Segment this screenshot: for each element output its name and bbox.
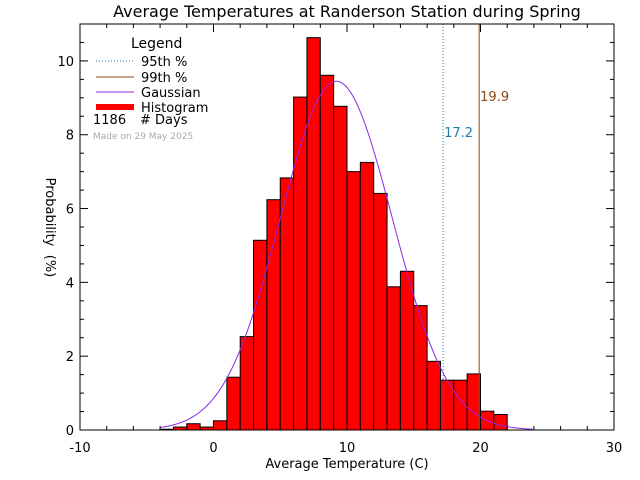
- legend-days-label: # Days: [140, 113, 188, 128]
- histogram-bar: [386, 286, 401, 431]
- histogram-bar: [226, 376, 241, 431]
- legend-days-count: 1186: [93, 113, 126, 128]
- x-axis-label: Average Temperature (C): [265, 457, 428, 472]
- y-tick-label: 6: [66, 203, 74, 218]
- histogram-bar: [333, 105, 348, 431]
- x-tick-label: 10: [339, 441, 356, 456]
- made-on-note: Made on 29 May 2025: [93, 132, 193, 142]
- histogram-bar: [373, 192, 388, 431]
- legend-title: Legend: [131, 36, 182, 52]
- histogram-bar: [213, 420, 228, 431]
- y-tick-label: 0: [66, 424, 74, 439]
- legend-label-p99: 99th %: [141, 71, 187, 86]
- histogram-bar: [493, 413, 508, 431]
- y-axis-unit: (%): [42, 255, 57, 278]
- histogram-bar: [253, 239, 268, 431]
- histogram-bar: [466, 373, 481, 431]
- histogram-bar: [426, 360, 441, 431]
- gaussian-curve: [160, 80, 533, 430]
- legend-label-histogram: Histogram: [141, 101, 208, 116]
- histogram-bar: [239, 336, 255, 431]
- histogram-bar: [186, 423, 201, 431]
- histogram-bar: [306, 37, 321, 431]
- percentile-99-label: 19.9: [480, 90, 509, 105]
- legend-label-gaussian: Gaussian: [141, 86, 201, 101]
- x-tick-label: 20: [472, 441, 489, 456]
- histogram-bar: [346, 171, 361, 431]
- x-tick-label: 30: [606, 441, 623, 456]
- axis-ticks: [79, 23, 615, 431]
- y-tick-labels: 0 2 4 6 8 10: [57, 55, 74, 439]
- y-tick-label: 8: [66, 129, 74, 144]
- legend: Legend 95th % 99th % Gaussian Histogram …: [93, 36, 208, 142]
- x-tick-label: -10: [69, 441, 90, 456]
- legend-label-p95: 95th %: [141, 55, 187, 70]
- histogram-bar: [359, 161, 375, 431]
- y-tick-label: 2: [66, 350, 74, 365]
- x-tick-label: 0: [209, 441, 217, 456]
- histogram-bar: [413, 305, 428, 431]
- y-tick-label: 4: [66, 276, 74, 291]
- x-tick-labels: -10 0 10 20 30: [69, 441, 622, 456]
- histogram-bar: [279, 177, 295, 431]
- percentile-95-label: 17.2: [444, 126, 473, 141]
- histogram-bar: [399, 270, 415, 431]
- histogram-bar: [266, 199, 281, 431]
- chart-title: Average Temperatures at Randerson Statio…: [113, 2, 581, 21]
- y-axis-label: Probability: [42, 178, 57, 247]
- histogram-bar: [319, 74, 335, 431]
- histogram-bars: [159, 37, 508, 431]
- y-tick-label: 10: [57, 55, 74, 70]
